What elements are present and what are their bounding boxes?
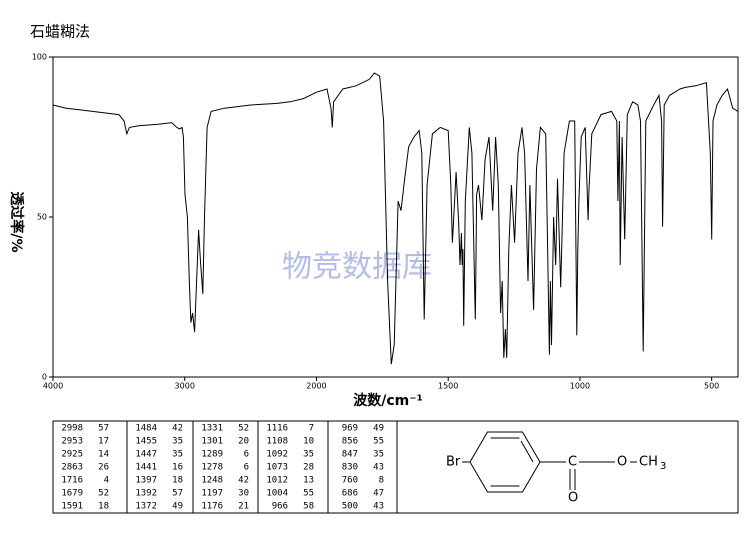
peak-transmittance: 49 (172, 502, 183, 512)
x-tick-label: 2000 (306, 382, 326, 391)
y-axis-label: 透过率/% (8, 191, 25, 252)
peak-wavenumber: 1392 (135, 489, 157, 499)
peak-transmittance: 35 (172, 450, 183, 460)
peak-transmittance: 18 (172, 476, 183, 486)
peak-transmittance: 26 (98, 463, 109, 473)
peak-wavenumber: 1108 (266, 437, 288, 447)
atom-label: Br (446, 455, 461, 470)
peak-wavenumber: 1289 (201, 450, 223, 460)
peak-transmittance: 55 (373, 437, 384, 447)
peak-table-frame (52, 420, 739, 514)
peak-transmittance: 52 (238, 424, 249, 434)
peak-wavenumber: 1004 (266, 489, 288, 499)
structure-bonds (396, 421, 637, 513)
peak-transmittance: 14 (98, 450, 109, 460)
peak-transmittance: 20 (238, 437, 249, 447)
atom-label: CH (639, 455, 658, 470)
y-tick-label: 50 (37, 213, 47, 222)
x-tick-label: 4000 (43, 382, 63, 391)
peak-transmittance: 8 (379, 476, 384, 486)
atom-subscript: 3 (660, 461, 666, 472)
peak-wavenumber: 1455 (135, 437, 157, 447)
peak-wavenumber: 760 (342, 476, 358, 486)
peak-transmittance: 16 (172, 463, 183, 473)
peak-wavenumber: 1012 (266, 476, 288, 486)
chart-title: 石蜡糊法 (30, 23, 90, 41)
peak-wavenumber: 1397 (135, 476, 157, 486)
peak-transmittance: 47 (373, 489, 384, 499)
watermark: 物竞数据库 (282, 250, 432, 285)
peak-transmittance: 28 (303, 463, 314, 473)
peak-wavenumber: 830 (342, 463, 358, 473)
peak-transmittance: 43 (373, 463, 384, 473)
peak-wavenumber: 1116 (266, 424, 288, 434)
peak-wavenumber: 1278 (201, 463, 223, 473)
peak-wavenumber: 1197 (201, 489, 223, 499)
peak-wavenumber: 1441 (135, 463, 157, 473)
y-tick-label: 0 (42, 373, 47, 382)
peak-transmittance: 35 (373, 450, 384, 460)
y-tick-label: 100 (32, 53, 47, 62)
peak-wavenumber: 1372 (135, 502, 157, 512)
peak-wavenumber: 1591 (61, 502, 83, 512)
plot-frame (52, 56, 739, 378)
peak-transmittance: 57 (98, 424, 109, 434)
peak-transmittance: 35 (303, 450, 314, 460)
x-tick-label: 500 (704, 382, 719, 391)
peak-transmittance: 6 (244, 463, 249, 473)
peak-transmittance: 35 (172, 437, 183, 447)
peak-transmittance: 18 (98, 502, 109, 512)
peak-wavenumber: 1679 (61, 489, 83, 499)
peak-wavenumber: 2998 (61, 424, 83, 434)
peak-wavenumber: 500 (342, 502, 358, 512)
peak-wavenumber: 1176 (201, 502, 223, 512)
peak-transmittance: 6 (244, 450, 249, 460)
peak-transmittance: 17 (98, 437, 109, 447)
atom-label: O (617, 455, 627, 470)
peak-wavenumber: 1484 (135, 424, 157, 434)
peak-wavenumber: 1248 (201, 476, 223, 486)
peak-transmittance: 7 (309, 424, 314, 434)
atom-label: C (568, 455, 577, 470)
peak-wavenumber: 1092 (266, 450, 288, 460)
peak-wavenumber: 1447 (135, 450, 157, 460)
peak-transmittance: 42 (172, 424, 183, 434)
x-tick-label: 3000 (175, 382, 195, 391)
peak-wavenumber: 966 (272, 502, 288, 512)
peak-wavenumber: 1331 (201, 424, 223, 434)
peak-transmittance: 13 (303, 476, 314, 486)
peak-transmittance: 57 (172, 489, 183, 499)
peak-wavenumber: 2863 (61, 463, 83, 473)
peak-wavenumber: 856 (342, 437, 358, 447)
x-tick-label: 1000 (570, 382, 590, 391)
peak-transmittance: 43 (373, 502, 384, 512)
peak-wavenumber: 1301 (201, 437, 223, 447)
peak-transmittance: 49 (373, 424, 384, 434)
peak-transmittance: 21 (238, 502, 249, 512)
peak-wavenumber: 1716 (61, 476, 83, 486)
peak-wavenumber: 969 (342, 424, 358, 434)
peak-transmittance: 30 (238, 489, 249, 499)
peak-transmittance: 4 (104, 476, 109, 486)
peak-wavenumber: 847 (342, 450, 358, 460)
peak-wavenumber: 2925 (61, 450, 83, 460)
peak-wavenumber: 686 (342, 489, 358, 499)
peak-wavenumber: 2953 (61, 437, 83, 447)
peak-transmittance: 10 (303, 437, 314, 447)
peak-wavenumber: 1073 (266, 463, 288, 473)
x-axis-label: 波数/cm⁻¹ (353, 392, 423, 409)
peak-transmittance: 55 (303, 489, 314, 499)
x-tick-label: 1500 (438, 382, 458, 391)
spectrum-line (52, 72, 739, 365)
atom-label: O (568, 491, 578, 506)
peak-transmittance: 58 (303, 502, 314, 512)
peak-transmittance: 52 (98, 489, 109, 499)
peak-transmittance: 42 (238, 476, 249, 486)
